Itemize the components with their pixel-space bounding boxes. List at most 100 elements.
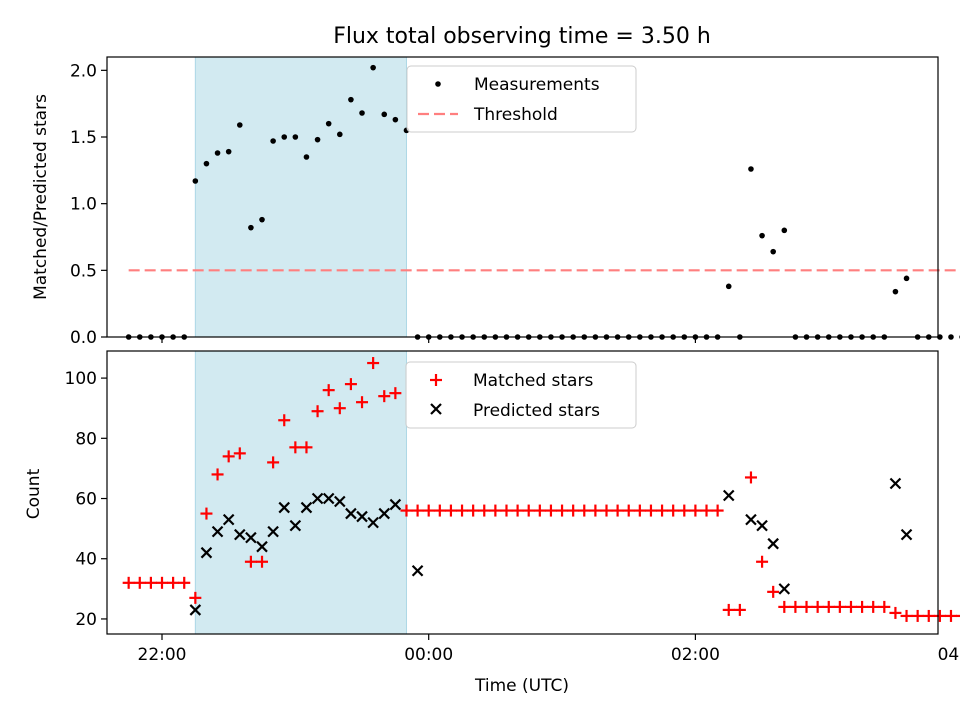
predicted-point — [322, 492, 335, 505]
legend-measurements-marker — [435, 81, 441, 87]
y-tick-label: 80 — [75, 429, 97, 449]
matched-point — [222, 450, 235, 463]
measurement-point — [248, 224, 254, 231]
measurement-point — [203, 160, 210, 167]
measurement-point — [725, 283, 732, 290]
matched-point — [767, 585, 780, 598]
y-tick-label: 1.0 — [70, 195, 97, 215]
predicted-point-b — [256, 540, 268, 553]
top-panel: 0.00.51.01.52.0 Matched/Predicted stars … — [31, 56, 960, 348]
predicted-point-b — [389, 498, 402, 511]
measurement-point — [259, 216, 265, 223]
predicted-point — [211, 525, 224, 538]
matched-point — [167, 576, 180, 589]
y-tick-label: 0.0 — [70, 328, 97, 348]
predicted-point-b — [367, 516, 379, 529]
measurement-point — [781, 227, 788, 234]
top-axes-frame — [106, 56, 939, 338]
top-legend: Measurements Threshold — [406, 65, 637, 133]
measurement-point — [270, 138, 276, 144]
matched-point — [689, 504, 702, 517]
measurement-point — [392, 116, 399, 123]
predicted-point-b — [411, 564, 424, 577]
matched-point — [700, 504, 713, 517]
matched-point — [511, 504, 524, 517]
matched-point — [433, 504, 446, 517]
matched-point — [567, 504, 580, 517]
matched-point — [722, 603, 735, 616]
matched-point — [922, 609, 935, 622]
matched-point — [311, 405, 324, 418]
predicted-point-b — [322, 492, 335, 505]
measurement-point — [381, 111, 388, 118]
legend-predicted-label: Predicted stars — [473, 401, 600, 421]
predicted-point-b — [378, 507, 391, 520]
matched-point — [622, 504, 635, 517]
predicted-point — [300, 501, 313, 514]
matched-point — [289, 441, 302, 454]
x-axis-label: Time (UTC) — [474, 676, 569, 696]
predicted-point-b — [311, 492, 324, 505]
matched-point — [256, 555, 269, 568]
matched-point — [344, 378, 357, 391]
measurement-point — [948, 334, 954, 340]
measurement-point — [748, 166, 754, 172]
predicted-point — [389, 498, 402, 511]
matched-point — [478, 504, 491, 517]
predicted-point — [234, 528, 246, 541]
predicted-point-b — [889, 477, 902, 490]
predicted-point-b — [234, 528, 246, 541]
predicted-point — [200, 546, 213, 559]
matched-point — [589, 504, 602, 517]
predicted-point — [778, 583, 791, 595]
matched-point — [356, 396, 369, 409]
legend-matched-label: Matched stars — [473, 371, 593, 391]
matched-point — [267, 456, 280, 469]
matched-point — [844, 600, 857, 613]
legend-predicted-marker — [430, 403, 442, 415]
top-y-axis-label: Matched/Predicted stars — [31, 94, 51, 300]
matched-point — [233, 447, 246, 460]
predicted-point — [356, 510, 368, 523]
predicted-point — [722, 489, 735, 502]
matched-point — [744, 471, 757, 484]
matched-point — [467, 504, 480, 517]
y-tick-label: 60 — [75, 490, 97, 510]
matched-point — [400, 504, 413, 517]
predicted-point-b — [745, 513, 757, 526]
matched-point — [789, 600, 802, 613]
measurement-point — [359, 110, 365, 116]
predicted-point — [889, 477, 902, 490]
matched-point — [556, 504, 569, 517]
predicted-point — [311, 492, 324, 505]
measurement-point — [303, 154, 310, 160]
measurement-point — [892, 288, 899, 295]
matched-point — [533, 504, 546, 517]
matched-point — [911, 609, 924, 622]
legend-threshold-label: Threshold — [473, 105, 558, 125]
measurement-point — [281, 134, 288, 140]
legend-matched-marker — [430, 374, 442, 386]
predicted-point-b — [756, 519, 768, 532]
matched-point — [933, 609, 946, 622]
matched-point — [333, 402, 346, 415]
x-tick-label: 22:00 — [138, 645, 187, 665]
predicted-point-b — [289, 519, 302, 532]
matched-point — [822, 600, 835, 613]
predicted-point — [334, 495, 346, 508]
measurement-point — [770, 248, 776, 255]
predicted-point-b — [778, 583, 791, 595]
y-tick-label: 2.0 — [70, 61, 97, 81]
predicted-point — [900, 528, 913, 541]
matched-point — [278, 414, 291, 427]
predicted-point-b — [267, 525, 279, 538]
matched-point — [889, 606, 902, 619]
x-tick-label: 00:00 — [404, 645, 453, 665]
matched-point — [600, 504, 613, 517]
shaded-span — [194, 350, 407, 635]
predicted-point — [245, 531, 257, 544]
predicted-point-b — [278, 501, 291, 514]
measurement-point — [214, 150, 221, 156]
y-tick-label: 20 — [75, 610, 97, 630]
matched-point — [811, 600, 824, 613]
